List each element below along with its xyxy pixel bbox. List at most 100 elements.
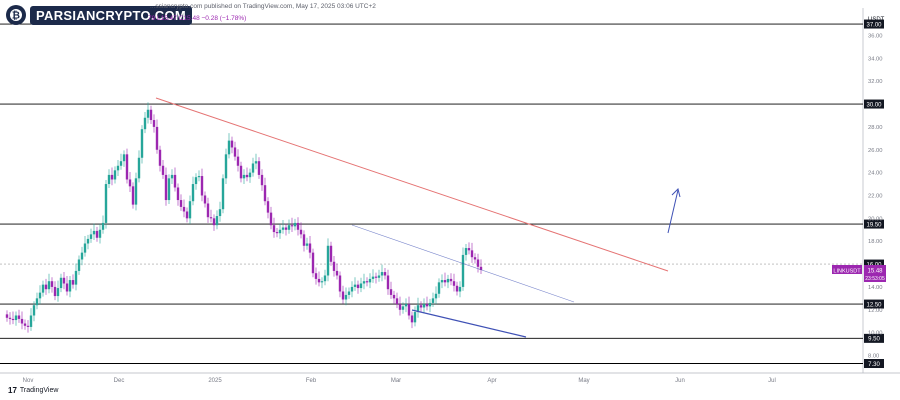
level-tag-label: 30.00 <box>866 102 882 108</box>
candle-body <box>110 174 114 180</box>
candle-body <box>455 285 459 292</box>
bitcoin-logo-icon: ₿ <box>6 5 26 25</box>
price-labels: LINKUSDT 15.48 23:53:05 <box>832 265 886 283</box>
tradingview-logo-icon: 17 <box>8 386 17 395</box>
candle-body <box>464 248 468 255</box>
candle-body <box>359 283 363 289</box>
candle-body <box>254 161 258 164</box>
candle-body <box>284 227 288 230</box>
price-tick: 12.00 <box>868 308 883 314</box>
candle-body <box>392 294 396 299</box>
candle-body <box>11 318 15 321</box>
candle-body <box>17 315 21 319</box>
price-tick: 20.00 <box>868 216 883 222</box>
candle-body <box>296 222 300 230</box>
time-tick: Jun <box>675 378 685 384</box>
candle-body <box>272 225 276 233</box>
candle-body <box>203 195 207 204</box>
candle-body <box>167 178 171 201</box>
price-tick: 24.00 <box>868 171 883 177</box>
candle-body <box>41 284 45 293</box>
time-tick: Apr <box>487 378 496 384</box>
time-tick: Feb <box>306 378 317 384</box>
time-axis-ticks: Nov Dec 2025 Feb Mar Apr May Jun Jul <box>23 378 776 384</box>
candle-body <box>134 178 138 205</box>
candle-body <box>269 212 273 226</box>
candle-body <box>29 315 33 327</box>
candle-body <box>119 161 123 166</box>
tradingview-brand[interactable]: 17 TradingView <box>8 386 58 395</box>
level-tag-label: 9.50 <box>868 337 880 343</box>
price-tick: 14.00 <box>868 285 883 291</box>
candle-body <box>152 120 156 127</box>
candle-body <box>113 170 117 180</box>
candle-body <box>368 278 372 283</box>
level-tag <box>864 333 884 343</box>
candle-body <box>449 278 453 282</box>
candle-body <box>179 200 183 207</box>
candle-body <box>26 325 30 327</box>
candle-body <box>218 209 222 217</box>
candle-body <box>215 216 219 226</box>
candle-body <box>365 281 369 283</box>
candle-body <box>371 276 375 279</box>
candle-body <box>344 294 348 300</box>
candle-body <box>209 217 213 219</box>
level-tag <box>864 299 884 309</box>
candle-body <box>332 261 336 271</box>
candle-body <box>428 302 432 307</box>
candle-body <box>329 245 333 262</box>
candle-body <box>98 229 102 238</box>
candle-body <box>431 298 435 303</box>
price-tick: 28.00 <box>868 125 883 131</box>
candle-body <box>140 129 144 158</box>
candle-body <box>245 174 249 178</box>
candle-body <box>407 304 411 316</box>
candle-body <box>176 187 180 201</box>
candle-body <box>416 305 420 313</box>
site-logo[interactable]: ₿ PARSIANCRYPTO.COM <box>6 4 193 26</box>
candle-body <box>206 203 210 218</box>
candle-body <box>320 281 324 283</box>
candle-body <box>413 312 417 323</box>
candle-body <box>65 283 69 292</box>
candle-body <box>185 211 189 219</box>
candle-body <box>374 276 378 278</box>
candle-body <box>86 238 90 244</box>
candle-body <box>410 315 414 323</box>
symbol-label: LINKUSDT <box>833 268 861 274</box>
price-tick: 34.00 <box>868 56 883 62</box>
candle-body <box>317 278 321 283</box>
candle-body <box>389 289 393 295</box>
candle-body <box>425 304 429 307</box>
candle-body <box>257 161 261 175</box>
candle-body <box>323 275 327 282</box>
candle-body <box>350 286 354 292</box>
price-tick: 26.00 <box>868 148 883 154</box>
candle-body <box>479 266 483 271</box>
level-tag <box>864 219 884 229</box>
candle-body <box>164 174 168 201</box>
projection-arrow <box>667 189 679 234</box>
candle-body <box>125 154 129 180</box>
candle-body <box>434 293 438 299</box>
candle-body <box>326 245 330 276</box>
time-tick: May <box>578 378 589 384</box>
price-tick: 8.00 <box>868 354 879 360</box>
candle-body <box>146 109 150 118</box>
candle-body <box>458 286 462 292</box>
candle-body <box>281 227 285 230</box>
candle-body <box>173 174 177 188</box>
candle-body <box>356 284 360 289</box>
current-price-label: 15.48 <box>867 268 883 274</box>
price-tick: 36.00 <box>868 33 883 39</box>
candle-body <box>476 259 480 267</box>
price-tick: 18.00 <box>868 239 883 245</box>
candle-body <box>275 232 279 234</box>
candle-body <box>200 176 204 196</box>
level-tag-label: 12.50 <box>866 302 882 308</box>
candle-body <box>107 174 111 185</box>
level-tag <box>864 19 884 29</box>
candle-body <box>62 277 66 284</box>
